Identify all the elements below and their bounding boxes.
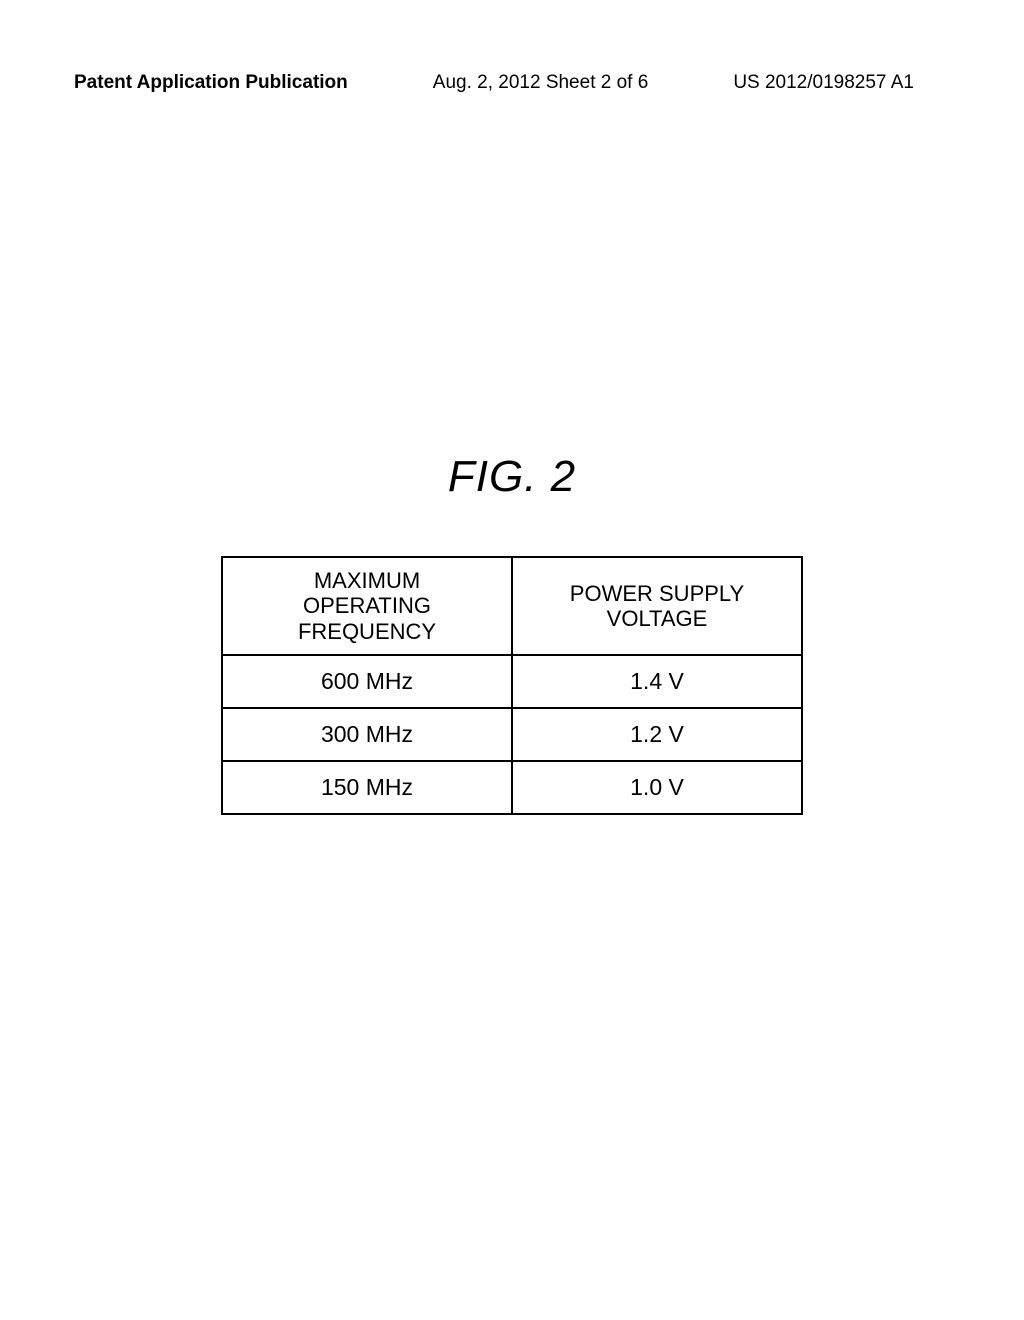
- cell-frequency: 150 MHz: [222, 761, 512, 814]
- table-header-row: MAXIMUM OPERATINGFREQUENCY POWER SUPPLYV…: [222, 557, 802, 655]
- cell-voltage: 1.0 V: [512, 761, 802, 814]
- table-row: 150 MHz 1.0 V: [222, 761, 802, 814]
- header-date-sheet: Aug. 2, 2012 Sheet 2 of 6: [433, 72, 649, 94]
- frequency-voltage-table-wrap: MAXIMUM OPERATINGFREQUENCY POWER SUPPLYV…: [0, 556, 1024, 815]
- cell-frequency: 600 MHz: [222, 655, 512, 708]
- column-header-frequency-line1: MAXIMUM OPERATINGFREQUENCY: [298, 568, 436, 644]
- table-row: 300 MHz 1.2 V: [222, 708, 802, 761]
- cell-frequency: 300 MHz: [222, 708, 512, 761]
- cell-voltage: 1.4 V: [512, 655, 802, 708]
- page-root: Patent Application Publication Aug. 2, 2…: [0, 0, 1024, 1320]
- frequency-voltage-table: MAXIMUM OPERATINGFREQUENCY POWER SUPPLYV…: [221, 556, 803, 815]
- column-header-voltage-line1: POWER SUPPLYVOLTAGE: [570, 581, 744, 631]
- header-doc-number: US 2012/0198257 A1: [733, 72, 914, 94]
- figure-label: FIG. 2: [0, 452, 1024, 502]
- header-publication: Patent Application Publication: [74, 72, 348, 94]
- table-row: 600 MHz 1.4 V: [222, 655, 802, 708]
- column-header-voltage: POWER SUPPLYVOLTAGE: [512, 557, 802, 655]
- cell-voltage: 1.2 V: [512, 708, 802, 761]
- column-header-frequency: MAXIMUM OPERATINGFREQUENCY: [222, 557, 512, 655]
- page-header: Patent Application Publication Aug. 2, 2…: [0, 72, 1024, 94]
